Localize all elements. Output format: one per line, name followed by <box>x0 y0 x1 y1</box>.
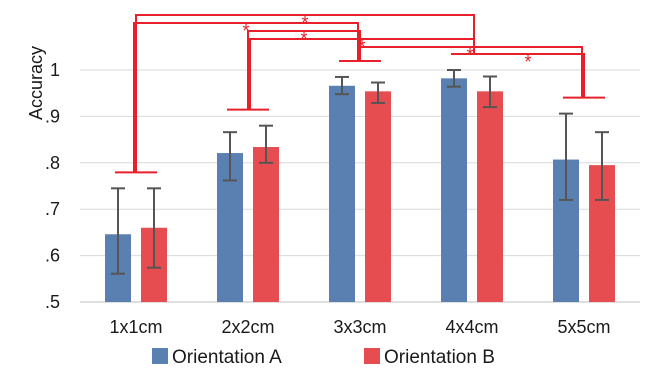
error-bar <box>447 69 461 88</box>
x-tick-label: 5x5cm <box>557 317 610 337</box>
y-tick-label: .9 <box>45 106 60 126</box>
error-bars <box>111 69 609 275</box>
legend: Orientation A Orientation B <box>152 347 495 368</box>
error-bar <box>111 187 125 275</box>
significance-bracket <box>357 46 583 98</box>
legend-swatch <box>364 348 380 364</box>
legend-swatch <box>152 348 168 364</box>
grid <box>80 69 640 303</box>
error-bar <box>147 187 161 269</box>
significance-bracket <box>472 53 585 98</box>
significance-bracket <box>133 22 359 173</box>
error-bar <box>335 75 349 96</box>
y-tick-label: .6 <box>45 246 60 266</box>
bracket-line <box>357 46 583 98</box>
bracket-line <box>135 14 475 173</box>
y-tick-label: 1 <box>50 60 60 80</box>
error-bar <box>483 75 497 109</box>
bar-a-4x4cm <box>441 78 467 303</box>
x-tick-label: 3x3cm <box>333 317 386 337</box>
y-tick-label: .5 <box>45 292 60 312</box>
significance-star: * <box>242 21 249 41</box>
error-bar <box>371 81 385 104</box>
significance-star: * <box>524 52 531 72</box>
x-tick-label: 2x2cm <box>221 317 274 337</box>
bracket-line <box>472 53 585 98</box>
x-tick-label: 4x4cm <box>445 317 498 337</box>
bar-b-2x2cm <box>253 147 279 302</box>
y-axis-title: Accuracy <box>26 46 46 120</box>
error-bar <box>223 131 237 182</box>
bar-b-3x3cm <box>365 91 391 303</box>
error-bar <box>595 131 609 201</box>
x-tick-label: 1x1cm <box>109 317 162 337</box>
significance-bracket <box>135 14 475 173</box>
legend-item: Orientation A <box>152 347 282 368</box>
bars <box>105 78 615 303</box>
y-tick-label: .8 <box>45 153 60 173</box>
legend-label: Orientation B <box>384 347 495 368</box>
bracket-line <box>247 30 361 110</box>
bracket-line <box>133 22 359 173</box>
error-bar <box>559 112 573 201</box>
tick-labels: .5 .6 .7 .8 .9 1 1x1cm 2x2cm 3x3cm 4x4cm 5x5cm <box>45 60 611 337</box>
y-tick-label: .7 <box>45 199 60 219</box>
legend-item: Orientation B <box>364 347 495 368</box>
error-bar <box>259 124 273 164</box>
legend-label: Orientation A <box>172 347 282 368</box>
bar-b-4x4cm <box>477 91 503 303</box>
bar-a-3x3cm <box>329 85 355 302</box>
significance-brackets: ****** <box>115 13 605 174</box>
significance-bracket <box>247 30 361 110</box>
